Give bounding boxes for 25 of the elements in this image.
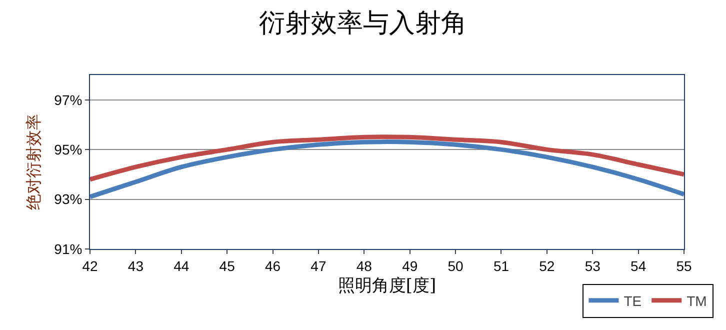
x-tick-label: 54 (630, 258, 646, 274)
line-series (90, 134, 684, 182)
y-tick-label: 95% (54, 141, 82, 158)
y-tick-label: 97% (54, 92, 82, 108)
legend-label: TE (624, 292, 642, 309)
x-tick-label: 51 (493, 258, 510, 274)
x-tick-label: 48 (356, 258, 372, 274)
legend-label: TM (686, 292, 707, 309)
x-tick-label: 52 (539, 258, 555, 274)
x-tick-label: 46 (264, 258, 281, 274)
y-axis-title: 绝对衍射效率 (24, 114, 44, 210)
line-series (90, 140, 684, 200)
x-tick-label: 44 (174, 258, 190, 274)
x-tick-label: 55 (676, 258, 692, 274)
x-tick-label: 50 (448, 258, 464, 274)
chart-title: 衍射效率与入射角 (259, 8, 467, 38)
x-tick-label: 49 (402, 258, 418, 274)
y-tick-label: 91% (54, 240, 82, 257)
x-tick-label: 53 (584, 258, 601, 274)
x-axis-title: 照明角度[度] (338, 276, 436, 296)
x-tick-label: 43 (128, 258, 144, 274)
x-tick-label: 47 (310, 258, 326, 274)
y-tick-label: 93% (54, 191, 82, 208)
x-tick-label: 42 (82, 258, 98, 274)
x-tick-label: 45 (219, 258, 236, 274)
